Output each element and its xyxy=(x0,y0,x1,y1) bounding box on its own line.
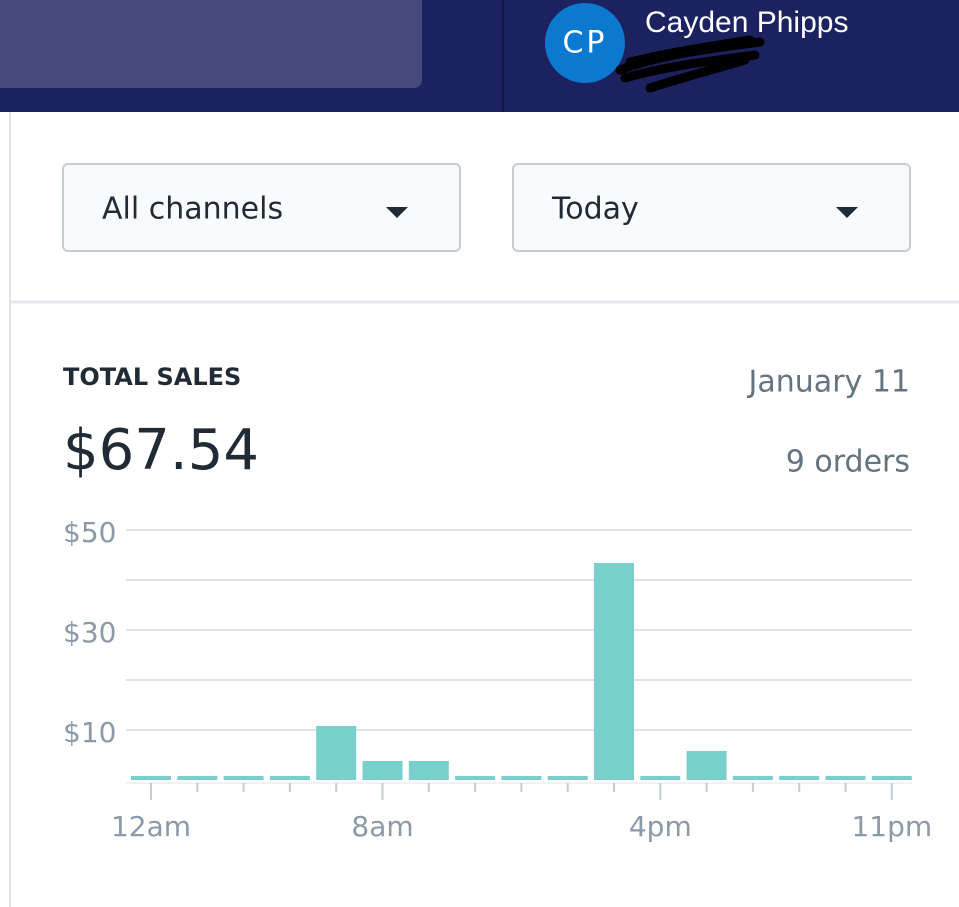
bar xyxy=(547,776,588,780)
bar xyxy=(177,776,218,780)
x-tick-label: 12am xyxy=(111,810,191,843)
bar xyxy=(362,761,403,780)
bar xyxy=(316,726,357,780)
bar xyxy=(501,776,542,780)
avatar-initials: CP xyxy=(562,26,607,61)
bar xyxy=(825,776,866,780)
bar xyxy=(640,776,681,780)
y-tick-label: $50 xyxy=(63,516,116,549)
redaction xyxy=(615,35,765,93)
period-dropdown[interactable] xyxy=(512,163,911,252)
summary-orders: 9 orders xyxy=(786,445,910,480)
bar xyxy=(779,776,820,780)
dropdown-caret xyxy=(386,207,408,218)
channel-dropdown[interactable] xyxy=(62,163,461,252)
period-value: Today xyxy=(551,192,639,227)
bar xyxy=(408,761,449,780)
bar xyxy=(732,776,773,780)
bar xyxy=(455,776,496,780)
bar xyxy=(223,776,264,780)
bar xyxy=(131,776,171,780)
x-tick-label: 4pm xyxy=(629,810,692,843)
y-tick-label: $30 xyxy=(63,616,116,649)
bar xyxy=(269,776,310,780)
search-box[interactable] xyxy=(0,0,422,88)
dropdown-caret xyxy=(836,207,858,218)
x-tick-label: 8am xyxy=(351,810,413,843)
summary-date: January 11 xyxy=(747,365,910,400)
summary-total: $67.54 xyxy=(63,418,259,483)
avatar[interactable] xyxy=(545,3,625,83)
bar xyxy=(686,751,727,780)
bar xyxy=(594,563,634,780)
bar xyxy=(871,776,912,780)
x-tick-label: 11pm xyxy=(851,810,932,843)
channel-value: All channels xyxy=(102,192,283,227)
user-name[interactable]: Cayden Phipps xyxy=(645,6,848,39)
summary-label: TOTAL SALES xyxy=(63,363,241,391)
y-tick-label: $10 xyxy=(63,716,116,749)
